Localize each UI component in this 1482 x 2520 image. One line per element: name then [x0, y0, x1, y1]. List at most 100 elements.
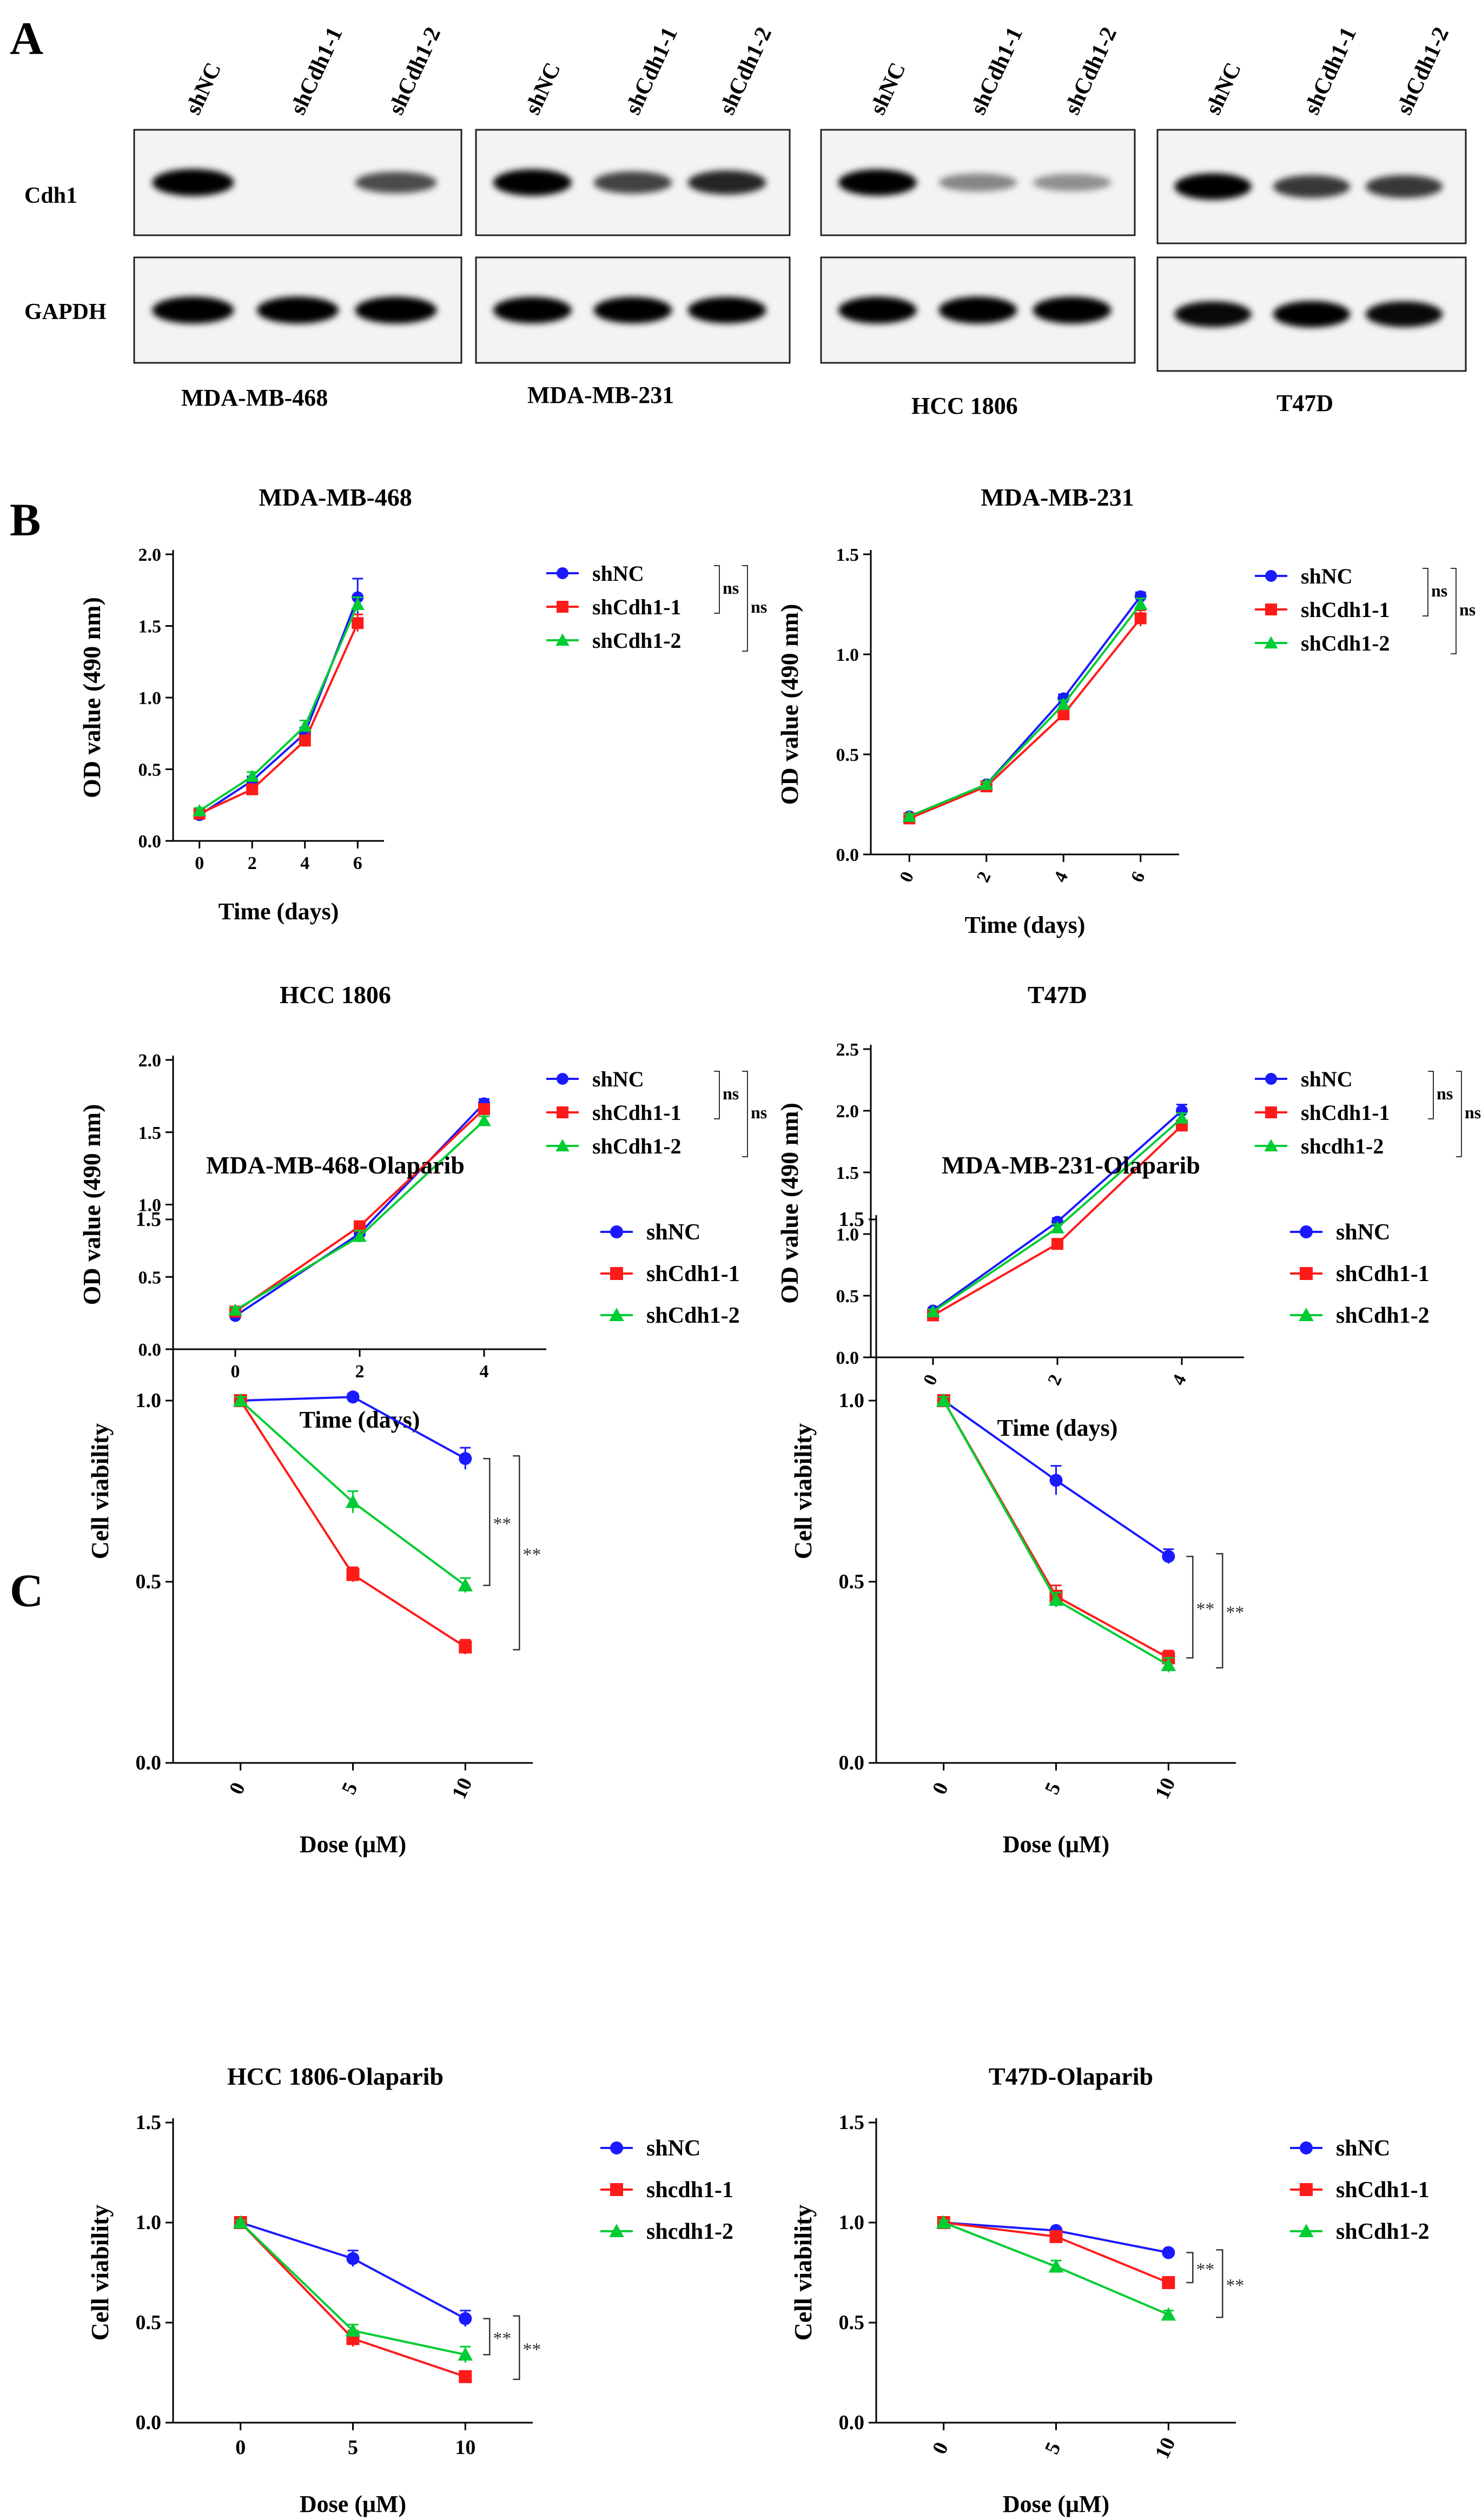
x-tick-label: 6: [1127, 868, 1149, 885]
data-point: [1175, 1111, 1189, 1124]
sig-annotation: ns: [723, 1084, 739, 1103]
x-tick-label: 0: [235, 2436, 246, 2459]
lane-label: shCdh1-2: [714, 23, 777, 118]
series-2: [926, 1111, 1189, 1317]
legend-label: shNC: [1301, 1067, 1353, 1091]
data-point: [1161, 2307, 1176, 2321]
legend-label: shCdh1-1: [1336, 1262, 1430, 1286]
series-2: [936, 2215, 1176, 2321]
y-axis-label: OD value (490 nm): [776, 1103, 803, 1304]
blot-band: [1273, 301, 1351, 328]
data-point: [1048, 1592, 1064, 1606]
legend-label: shCdh1-1: [1336, 2178, 1430, 2203]
chart-7: T47D-Olaparib 0.0 0.5 1.0 1.5 0 5 10 Dose (μM) Ce…: [789, 2063, 1430, 2517]
sig-annotation: **: [1196, 1599, 1214, 1619]
blot-band: [838, 296, 917, 324]
panel-label-b: B: [10, 494, 41, 546]
x-tick-label: 0: [928, 2439, 953, 2458]
y-tick-label: 0.0: [138, 1340, 162, 1360]
lane-label: shNC: [520, 59, 566, 118]
blot-band: [938, 173, 1017, 192]
y-tick-label: 1.5: [839, 1208, 865, 1231]
blot-band: [1273, 175, 1351, 198]
data-point: [346, 2252, 360, 2265]
blot-band: [1033, 296, 1112, 324]
legend-label: shcdh1-2: [646, 2219, 733, 2244]
sig-bracket: [742, 565, 748, 652]
series-line: [909, 595, 1142, 818]
series-line: [234, 1119, 485, 1311]
legend-label: shCdh1-1: [646, 1262, 740, 1286]
data-point: [557, 1106, 568, 1118]
data-point: [1050, 1221, 1064, 1234]
x-tick-label: 6: [353, 853, 362, 873]
series-line: [932, 1110, 1183, 1311]
data-point: [1265, 570, 1277, 582]
x-tick-label: 5: [1041, 2439, 1066, 2458]
legend-label: shNC: [646, 2136, 700, 2161]
data-point: [1051, 1238, 1063, 1250]
blot-band: [355, 296, 437, 324]
y-axis-label: Cell viability: [789, 2205, 817, 2341]
sig-annotation: ns: [1437, 1084, 1453, 1103]
data-point: [926, 1304, 940, 1317]
data-point: [1049, 1474, 1063, 1487]
data-point: [1264, 636, 1278, 649]
data-point: [1265, 1073, 1277, 1085]
legend-label: shNC: [592, 1067, 644, 1091]
blot-band: [493, 169, 572, 196]
y-tick-label: 0.0: [839, 1752, 865, 1774]
data-point: [233, 1393, 248, 1407]
data-point: [354, 1220, 366, 1232]
data-point: [345, 1494, 361, 1508]
y-tick-label: 1.5: [136, 2111, 162, 2134]
data-point: [233, 2215, 248, 2229]
y-tick-label: 0.0: [136, 1752, 162, 1774]
chart-0: MDA-MB-468 0.0 0.5 1.0 1.5 2.0 0 2 4 6 Time (days)…: [78, 483, 767, 925]
data-point: [557, 567, 568, 579]
chart-title: MDA-MB-231-Olaparib: [942, 1151, 1200, 1179]
series-line: [199, 622, 359, 815]
data-point: [902, 810, 916, 822]
series-line: [234, 1108, 485, 1313]
series-0: [927, 1104, 1188, 1317]
sig-annotation: **: [493, 2329, 511, 2349]
y-tick-label: 0.0: [839, 2411, 865, 2434]
x-tick-label: 10: [455, 2436, 475, 2459]
lane-label: shNC: [865, 59, 911, 118]
series-2: [228, 1113, 491, 1316]
legend-label: shNC: [1336, 1220, 1390, 1245]
series-line: [909, 604, 1142, 818]
lane-label: shCdh1-1: [620, 23, 683, 118]
data-point: [345, 2323, 361, 2337]
series-line: [240, 1400, 466, 1648]
legend-label: shNC: [1336, 2136, 1390, 2161]
series-0: [903, 590, 1147, 823]
x-tick-label: 2: [248, 853, 257, 873]
x-axis-label: Dose (μM): [300, 2491, 406, 2517]
sig-bracket: [483, 2318, 491, 2356]
data-point: [1049, 2230, 1063, 2243]
x-tick-label: 0: [919, 1371, 942, 1388]
x-tick-label: 5: [1041, 1779, 1066, 1798]
legend-label: shCdh1-2: [1301, 631, 1390, 655]
x-tick-label: 0: [225, 1779, 250, 1798]
data-point: [555, 633, 570, 646]
data-point: [459, 2370, 472, 2383]
cell-line-label: HCC 1806: [911, 393, 1018, 419]
sig-annotation: **: [522, 1544, 541, 1564]
y-tick-label: 1.5: [138, 1123, 162, 1143]
data-point: [610, 1225, 623, 1238]
y-tick-label: 0.0: [136, 2411, 162, 2434]
data-point: [298, 719, 312, 732]
x-tick-label: 0: [896, 868, 918, 885]
series-0: [234, 2216, 472, 2327]
legend-label: shCdh1-2: [1336, 1303, 1430, 1328]
y-tick-label: 0.5: [138, 1268, 162, 1288]
data-point: [245, 770, 259, 782]
data-point: [478, 1103, 490, 1115]
data-point: [353, 1229, 367, 1242]
data-point: [346, 1568, 360, 1581]
